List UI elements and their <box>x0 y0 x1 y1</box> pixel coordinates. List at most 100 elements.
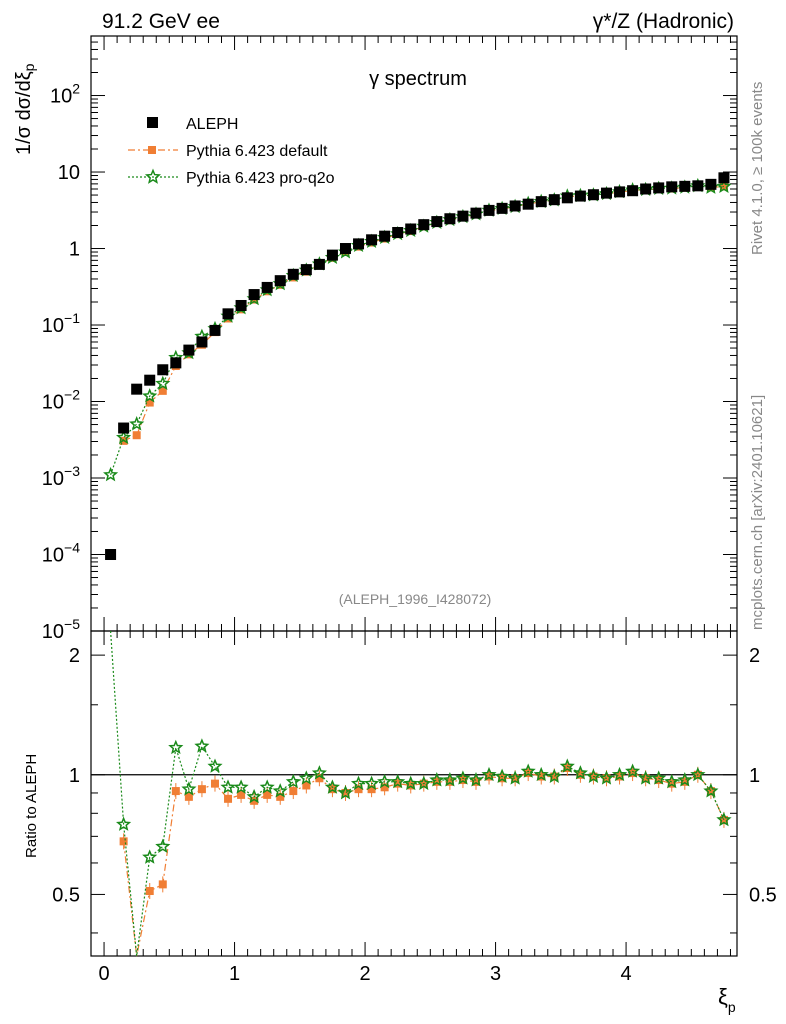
proq2o-ratio-point <box>638 770 654 785</box>
ratio-axis-label: Ratio to ALEPH <box>23 754 40 858</box>
default-ratio-point <box>654 776 663 785</box>
aleph-point <box>170 357 182 369</box>
aleph-point <box>209 324 221 336</box>
proq2o-ratio-point <box>507 770 523 785</box>
default-point <box>145 398 154 407</box>
aleph-point <box>587 189 599 201</box>
proq2o-ratio-point <box>181 781 197 796</box>
proq2o-ratio-point <box>298 770 314 785</box>
default-ratio-point <box>576 770 585 779</box>
aleph-point <box>196 336 208 348</box>
aleph-point <box>274 275 286 287</box>
default-ratio-point <box>641 774 650 783</box>
proq2o-ratio-point <box>716 811 732 827</box>
default-ratio-point <box>354 785 363 794</box>
x-tick-label: 0 <box>98 963 109 985</box>
proq2o-ratio-point <box>285 773 301 789</box>
default-ratio-point <box>341 788 350 797</box>
proq2o-ratio-point <box>324 779 340 794</box>
proq2o-ratio-point <box>416 775 432 791</box>
analysis-tag: (ALEPH_1996_I428072) <box>339 591 492 607</box>
legend-label-proq2o: Pythia 6.423 pro-q2o <box>186 170 335 187</box>
legend-marker-proq2o <box>144 168 162 184</box>
aleph-point <box>483 204 495 216</box>
chart-title: γ spectrum <box>369 68 467 90</box>
default-ratio-point <box>380 783 389 792</box>
ratio-tick-label: 0.5 <box>52 884 80 906</box>
proq2o-ratio-point <box>364 775 380 791</box>
default-ratio-point <box>119 837 128 846</box>
aleph-point <box>144 374 156 386</box>
default-ratio-point <box>667 779 676 788</box>
legend-label-aleph: ALEPH <box>186 116 238 133</box>
proq2o-point <box>716 178 732 194</box>
aleph-point <box>548 194 560 206</box>
proq2o-ratio-point <box>233 779 249 794</box>
proq2o-ratio-point <box>350 775 367 791</box>
proq2o-ratio-point <box>116 816 132 831</box>
default-point <box>132 431 141 440</box>
default-ratio-point <box>197 785 206 794</box>
header-right: γ*/Z (Hadronic) <box>593 10 734 33</box>
y-tick-label: 10−1 <box>42 310 80 337</box>
proq2o-ratio-point <box>259 779 275 794</box>
y-tick-label: 10 <box>58 162 80 184</box>
proq2o-ratio-point <box>572 765 588 780</box>
x-tick-label: 3 <box>490 963 501 985</box>
rivet-label: Rivet 4.1.0, ≥ 100k events <box>749 82 766 255</box>
proq2o-ratio-point <box>651 770 667 785</box>
proq2o-ratio-point <box>533 766 549 782</box>
aleph-point <box>183 344 195 356</box>
proq2o-point <box>155 375 171 390</box>
proq2o-point <box>129 416 145 431</box>
ratio-series-group <box>109 630 732 957</box>
y-tick-label: 102 <box>50 81 80 108</box>
proq2o-ratio-point <box>337 785 354 800</box>
proq2o-ratio-point <box>494 768 510 783</box>
aleph-point <box>235 299 247 311</box>
proq2o-ratio-point <box>611 766 628 782</box>
proq2o-ratio-point <box>390 773 406 789</box>
proq2o-point <box>103 466 119 482</box>
aleph-point <box>431 216 443 228</box>
proq2o-ratio-point <box>429 771 445 787</box>
default-ratio-point <box>706 787 715 796</box>
default-ratio-point <box>276 792 285 801</box>
aleph-point <box>653 182 665 194</box>
aleph-point <box>222 308 234 320</box>
proq2o-ratio-point <box>246 788 262 804</box>
aleph-point <box>640 183 652 195</box>
aleph-point <box>692 180 704 192</box>
proq2o-ratio-point <box>546 768 562 783</box>
aleph-point <box>705 178 717 190</box>
aleph-point <box>496 202 508 214</box>
proq2o-ratio-point <box>664 773 680 789</box>
y-tick-label: 10−3 <box>42 463 80 490</box>
aleph-point <box>535 196 547 208</box>
legend-marker-default <box>148 146 156 154</box>
ratio-tick-label-right: 0.5 <box>749 884 777 906</box>
default-ratio-point <box>224 794 233 803</box>
aleph-point <box>561 192 573 204</box>
proq2o-ratio-point <box>677 772 693 787</box>
aleph-point <box>313 258 325 270</box>
proq2o-ratio-point <box>168 739 184 755</box>
aleph-point <box>261 281 273 293</box>
proq2o-ratio-point <box>142 849 158 864</box>
proq2o-ratio-point <box>625 763 641 778</box>
aleph-point <box>105 549 117 561</box>
proq2o-ratio-point <box>690 766 706 782</box>
proq2o-ratio-point <box>403 775 419 791</box>
mcplots-label: mcplots.cern.ch [arXiv:2401.10621] <box>749 395 766 630</box>
aleph-point <box>157 364 169 376</box>
default-ratio-point <box>432 777 441 786</box>
default-point <box>158 386 167 395</box>
x-tick-label: 1 <box>229 963 240 985</box>
aleph-point <box>300 264 312 276</box>
proq2o-ratio-point <box>559 758 575 773</box>
proq2o-ratio-point <box>207 758 223 773</box>
proq2o-ratio-point <box>377 773 393 789</box>
legend: ALEPH Pythia 6.423 default Pythia 6.423 … <box>128 116 335 187</box>
aleph-point <box>392 226 404 238</box>
default-ratio-point <box>302 781 311 790</box>
